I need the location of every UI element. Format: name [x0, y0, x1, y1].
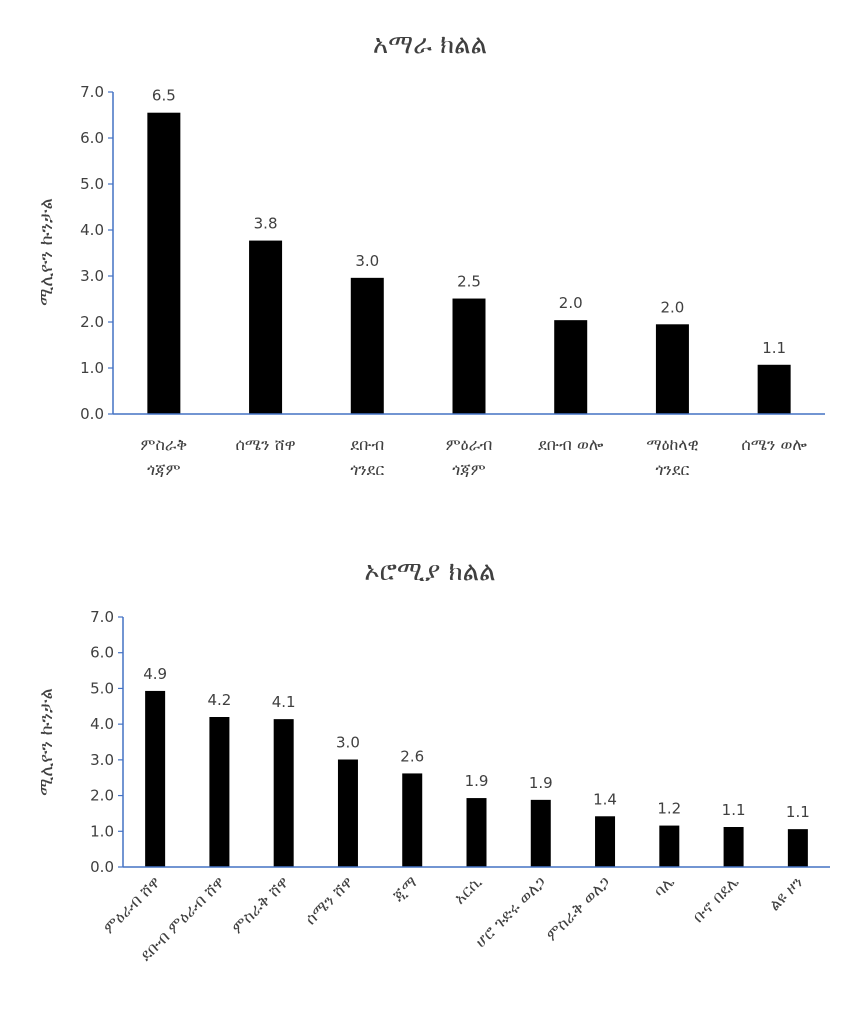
x-tick-label-line: ሰሜን ሸዋ	[236, 435, 296, 454]
data-label: 3.0	[336, 734, 360, 752]
x-tick-label-line: ጎጃም	[147, 460, 181, 479]
bar	[147, 112, 181, 414]
x-tick-label-line: ማዕከላዊ	[646, 435, 698, 454]
data-label: 2.0	[660, 298, 684, 316]
y-tick-label: 5.0	[80, 175, 104, 193]
y-tick-label: 6.0	[80, 129, 104, 147]
data-label: 2.6	[400, 747, 424, 765]
bar	[145, 690, 166, 867]
bar	[659, 825, 680, 867]
amhara-chart-svg: አማራ ክልል ሚሊዮን ኩንታል 0.0 1.0 2.0 3.0 4.0 5.0 6.0 7…	[36, 30, 825, 479]
data-label: 1.1	[786, 803, 810, 821]
y-axis-label: ሚሊዮን ኩንታል	[36, 198, 57, 306]
x-tick-label-line: ምስራቅ	[141, 435, 188, 454]
amhara-chart: አማራ ክልል ሚሊዮን ኩንታል 0.0 1.0 2.0 3.0 4.0 5.0 6.0 7…	[0, 0, 856, 510]
data-label: 2.5	[457, 273, 481, 291]
bar	[655, 324, 689, 414]
x-tick-label: አርሲ	[450, 872, 486, 908]
x-tick-label-line: ደቡብ ወሎ	[538, 435, 604, 454]
y-tick-label: 7.0	[90, 608, 114, 626]
y-tick-label: 1.0	[80, 359, 104, 377]
bar	[595, 816, 616, 867]
bar	[350, 277, 384, 414]
x-tick-label-line: ጎጃም	[452, 460, 486, 479]
data-label: 1.2	[657, 800, 681, 818]
y-tick-label: 7.0	[80, 83, 104, 101]
y-tick-label: 2.0	[80, 313, 104, 331]
y-tick-label: 1.0	[90, 822, 114, 840]
y-tick-label: 4.0	[90, 715, 114, 733]
data-label: 1.4	[593, 790, 617, 808]
x-tick-label: ደቡብ ጎንደር	[350, 435, 384, 479]
y-tick-label: 0.0	[90, 858, 114, 876]
x-tick-label: ሰሜን ወሎ	[741, 435, 807, 454]
x-tick-label: ምስራቅ ጎጃም	[141, 435, 188, 479]
x-tick-label-line: ጎንደር	[350, 460, 384, 479]
x-tick-label: ማዕከላዊ ጎንደር	[646, 435, 698, 479]
bar	[466, 798, 487, 867]
oromia-chart: ኦሮሚያ ክልል ሚሊዮን ኩንታል 0.0 1.0 2.0 3.0 4.0 5.0 6.0…	[0, 540, 856, 1023]
x-tick-label: ምስራቅ ወለጋ	[542, 872, 614, 944]
x-tick-label-line: ጎንደር	[655, 460, 689, 479]
data-label: 3.0	[355, 252, 379, 270]
x-tick-label: ምዕራብ ሸዋ	[99, 872, 164, 937]
x-tick-label: ጂማ	[389, 872, 422, 905]
y-tick-label: 3.0	[80, 267, 104, 285]
chart-title: ኦሮሚያ ክልል	[364, 557, 495, 587]
bar	[530, 799, 551, 867]
bar	[554, 320, 588, 414]
data-label: 4.9	[143, 665, 167, 683]
bar	[249, 240, 283, 414]
data-label: 1.1	[762, 339, 786, 357]
data-label: 3.8	[254, 215, 278, 233]
x-tick-label: ሰሜን ሸዋ	[236, 435, 296, 454]
x-tick-label: ምስራቅ ሸዋ	[228, 872, 293, 937]
y-tick-label: 5.0	[90, 679, 114, 697]
x-tick-label: ልዩ ዞን	[765, 872, 807, 914]
data-label: 1.9	[529, 774, 553, 792]
x-tick-label: ደቡብ ወሎ	[538, 435, 604, 454]
data-label: 2.0	[559, 294, 583, 312]
y-tick-label: 6.0	[90, 644, 114, 662]
x-tick-label-line: ሰሜን ወሎ	[741, 435, 807, 454]
data-label: 1.9	[465, 772, 489, 790]
x-tick-label: ቡኖ በደሌ	[689, 872, 743, 926]
bar	[402, 773, 423, 867]
chart-title: አማራ ክልል	[373, 30, 487, 60]
bar	[723, 827, 744, 867]
bar	[273, 719, 294, 867]
bar	[337, 759, 358, 867]
bar	[209, 717, 230, 867]
y-tick-label: 3.0	[90, 751, 114, 769]
oromia-chart-svg: ኦሮሚያ ክልል ሚሊዮን ኩንታል 0.0 1.0 2.0 3.0 4.0 5.0 6.0…	[36, 557, 830, 965]
y-tick-label: 2.0	[90, 787, 114, 805]
x-tick-label: ምዕራብ ጎጃም	[446, 435, 493, 479]
x-tick-label: ሰሜን ሸዋ	[301, 872, 357, 928]
y-axis-label: ሚሊዮን ኩንታል	[36, 688, 57, 796]
data-label: 4.1	[272, 693, 296, 711]
bar	[757, 364, 791, 414]
data-label: 6.5	[152, 87, 176, 105]
x-tick-label-line: ምዕራብ	[446, 435, 493, 454]
data-label: 4.2	[207, 691, 231, 709]
x-tick-label-line: ደቡብ	[350, 435, 384, 454]
bar	[452, 298, 486, 414]
y-tick-label: 0.0	[80, 405, 104, 423]
bar	[787, 829, 808, 867]
y-tick-label: 4.0	[80, 221, 104, 239]
x-tick-label: ባሌ	[650, 872, 678, 900]
data-label: 1.1	[722, 801, 746, 819]
